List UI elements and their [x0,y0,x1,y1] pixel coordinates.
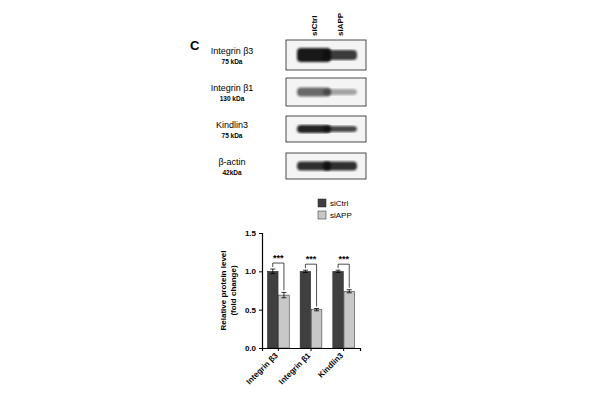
x-tick-label: Kindlin3 [316,351,345,380]
x-tick-mark [311,348,312,351]
blot-protein: Integrin β1 [211,83,254,93]
significance-bracket [305,264,316,306]
y-tick-label: 1.5 [245,229,257,238]
legend-swatch [318,199,326,207]
error-cap [347,289,352,290]
lane-label: siCtrl [310,16,319,36]
error-cap [303,270,308,271]
y-tick-mark [259,348,262,349]
bar [333,271,344,348]
error-cap [314,310,319,311]
error-cap [270,269,275,270]
x-tick-label: Integrin β3 [244,351,280,387]
legend: siCtrl siAPP [318,199,352,220]
error-bar [281,292,286,297]
error-bar [303,270,308,272]
band [323,89,357,95]
y-tick-label: 0.5 [245,306,257,315]
error-line [283,292,284,297]
band [323,50,357,60]
y-tick-label: 1.0 [245,267,257,276]
significance-bracket [338,264,349,288]
y-tick-mark [259,233,262,234]
significance-label: *** [338,254,349,264]
blot-frame [286,116,366,142]
legend-swatch [318,211,326,219]
error-bar [347,290,352,293]
y-tick: 0.0 [245,344,262,353]
error-cap [336,270,341,271]
blot-frame [286,78,366,106]
error-line [349,290,350,293]
error-line [272,269,273,274]
panel-label: C [190,38,200,53]
y-tick: 1.0 [245,267,262,276]
x-tick-mark [343,348,344,351]
plot-area [267,269,354,348]
y-tick-mark [259,310,262,311]
x-tick-label: Integrin β1 [277,351,313,387]
blot-size: 75 kDa [222,58,243,65]
y-tick-label: 0.0 [245,344,257,353]
error-cap [314,308,319,309]
blot-frame [286,40,366,70]
blot-size: 75 kDa [222,132,243,139]
bar [344,291,355,348]
lane-label: siAPP [336,12,345,36]
blot-size: 130 kDa [220,95,245,102]
blot-size: 42kDa [222,169,242,176]
y-axis-title: Relative protein level(fold change) [219,250,238,330]
band [323,162,357,171]
x-tick: Kindlin3 [316,348,345,380]
legend-label: siCtrl [330,199,348,208]
blot-protein: β-actin [218,157,245,167]
error-bar [336,270,341,272]
significance-bracket [273,263,284,290]
x-tick: Integrin β1 [277,348,313,386]
y-axis-title-line: Relative protein level [219,250,228,330]
bar [311,310,322,348]
y-axis-line [259,234,263,349]
y-tick-mark [259,271,262,272]
x-tick: Integrin β3 [244,348,280,386]
legend-label: siAPP [330,211,352,220]
significance-label: *** [273,253,284,263]
error-cap [347,292,352,293]
error-cap [303,272,308,273]
error-bar [270,269,275,274]
x-axis: Integrin β3Integrin β1Kindlin3 [244,348,360,386]
bar [279,295,290,348]
error-cap [281,292,286,293]
blot-protein: Kindlin3 [216,120,248,130]
x-tick-mark [278,348,279,351]
blot-frame [286,153,366,179]
error-cap [270,273,275,274]
blot-protein: Integrin β3 [211,46,254,56]
band [323,126,357,132]
error-cap [281,297,286,298]
significance-label: *** [306,254,317,264]
y-tick: 1.5 [245,229,262,238]
error-bar [314,309,319,311]
error-cap [336,272,341,273]
y-axis-title-line: (fold change) [229,265,238,316]
x-axis-line [263,349,361,352]
bar [300,271,311,348]
y-axis: 0.0 0.5 1.0 1.5 [245,229,263,353]
bar [267,271,278,348]
y-tick: 0.5 [245,306,262,315]
